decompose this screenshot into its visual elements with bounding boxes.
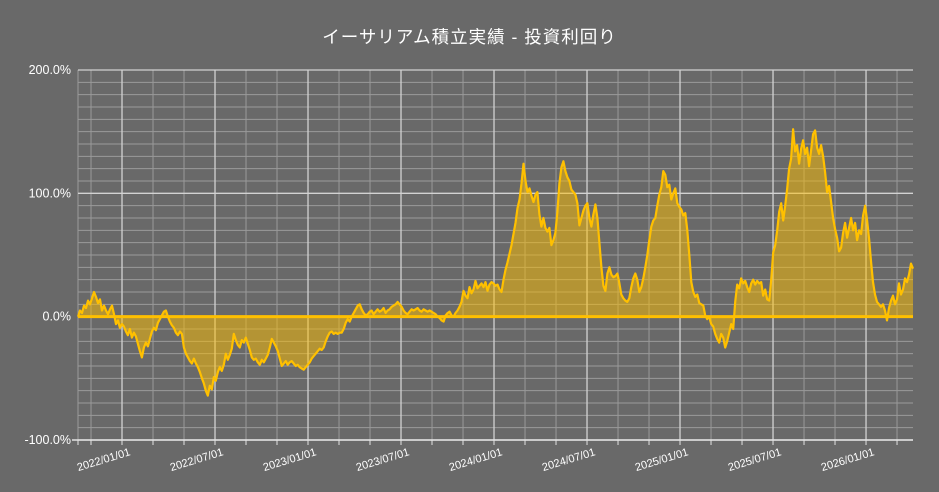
x-tick-label: 2026/01/01 <box>820 446 876 474</box>
chart-title: イーサリアム積立実績 - 投資利回り <box>322 27 617 47</box>
x-tick-label: 2022/01/01 <box>76 446 132 474</box>
x-axis <box>72 439 913 445</box>
y-tick-label: -100.0% <box>24 433 71 447</box>
y-tick-label: 0.0% <box>43 310 72 324</box>
y-axis-labels: 200.0% 100.0% 0.0% -100.0% <box>24 63 71 447</box>
x-tick-label: 2025/01/01 <box>634 446 690 474</box>
series-line <box>76 128 915 397</box>
area-fill <box>78 129 913 396</box>
x-tick-label: 2024/07/01 <box>541 446 597 474</box>
x-tick-label: 2022/07/01 <box>169 446 225 474</box>
x-axis-labels: 2022/01/01 2022/07/01 2023/01/01 2023/07/01… <box>76 446 876 474</box>
x-tick-label: 2024/01/01 <box>448 446 504 474</box>
x-tick-label: 2025/07/01 <box>727 446 783 474</box>
x-tick-label: 2023/07/01 <box>355 446 411 474</box>
y-tick-label: 200.0% <box>29 63 71 77</box>
y-tick-label: 100.0% <box>29 186 71 200</box>
x-tick-label: 2023/01/01 <box>262 446 318 474</box>
